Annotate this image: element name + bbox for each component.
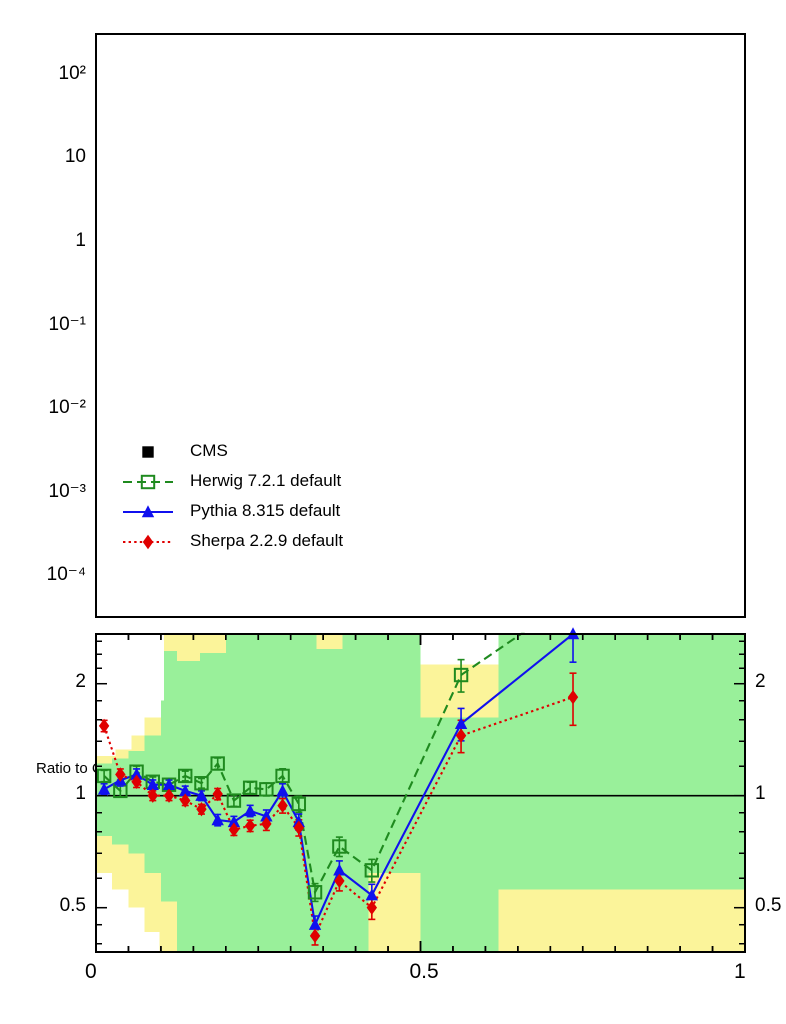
ratio-data-point	[567, 689, 579, 705]
ratio-band-gap	[128, 907, 145, 952]
legend-marker-0	[142, 446, 154, 458]
ratio-data-point	[163, 788, 175, 803]
ratio-y-tick-label-right: 0.5	[755, 894, 782, 916]
ratio-band-inner	[144, 735, 161, 873]
ratio-data-point	[309, 928, 321, 944]
ratio-band-inner	[199, 652, 226, 952]
ratio-data-point	[277, 798, 288, 813]
legend-label-0: CMS	[190, 441, 228, 460]
ratio-data-point	[146, 778, 159, 790]
ratio-data-point	[365, 888, 379, 901]
ratio-y-tick-label-right: 2	[755, 670, 766, 692]
ratio-band-gap	[128, 634, 145, 729]
legend-marker-3	[142, 534, 154, 550]
ratio-band-outer	[316, 634, 343, 649]
ratio-data-point	[162, 778, 176, 790]
ratio-data-point	[97, 782, 111, 795]
x-tick-label: 0	[85, 960, 97, 983]
ratio-data-point	[453, 667, 469, 683]
ratio-data-point	[259, 782, 274, 797]
ratio-data-point	[308, 917, 322, 930]
ratio-data-point	[227, 815, 241, 828]
ratio-band-inner	[316, 648, 343, 952]
ratio-data-point	[242, 780, 258, 795]
main-y-tick-label: 10²	[58, 63, 86, 85]
ratio-band-outer	[199, 634, 226, 653]
ratio-data-point	[243, 804, 257, 817]
ratio-band-inner	[160, 650, 178, 902]
ratio-band-gap	[96, 634, 113, 754]
ratio-data-point	[211, 813, 224, 826]
x-tick-label: 1	[734, 960, 746, 983]
ratio-data-point	[333, 863, 346, 876]
ratio-y-tick-label-left: 1	[75, 782, 86, 804]
ratio-data-point	[275, 768, 290, 784]
ratio-band-inner	[498, 634, 745, 890]
main-y-tick-label: 10	[64, 146, 86, 168]
ratio-data-point	[244, 818, 256, 833]
ratio-data-point	[179, 784, 192, 797]
ratio-data-point	[96, 768, 112, 784]
ratio-data-point	[196, 801, 207, 817]
ratio-band-inner	[177, 661, 200, 952]
ratio-data-point	[276, 784, 289, 797]
ratio-data-point	[261, 816, 272, 832]
ratio-data-point	[180, 793, 191, 808]
main-y-tick-label: 10⁻¹	[48, 313, 87, 335]
ratio-data-point	[332, 839, 347, 854]
legend-marker-2	[141, 505, 155, 518]
ratio-data-point	[291, 796, 307, 812]
ratio-data-point	[366, 900, 378, 915]
ratio-data-point	[364, 863, 380, 878]
ratio-data-point	[228, 822, 240, 837]
ratio-data-point	[147, 788, 158, 803]
legend-marker-1	[140, 474, 156, 490]
ratio-data-point	[454, 717, 468, 730]
main-y-tick-label: 10⁻³	[48, 480, 87, 502]
ratio-data-point	[130, 767, 143, 780]
ratio-band-inner	[420, 717, 499, 952]
ratio-data-point	[210, 756, 225, 771]
ratio-data-point	[293, 820, 305, 835]
ratio-y-tick-label-left: 2	[75, 670, 86, 692]
legend-label-2: Pythia 8.315 default	[190, 501, 341, 520]
main-y-tick-label: 10⁻⁴	[46, 563, 86, 585]
ratio-band-outer	[177, 634, 200, 662]
x-tick-label: 0.5	[409, 960, 439, 983]
main-y-tick-label: 1	[75, 229, 86, 251]
ratio-y-tick-label-left: 0.5	[59, 894, 86, 916]
ratio-band-inner	[225, 634, 317, 952]
ratio-band-outer	[420, 664, 460, 718]
ratio-data-point	[334, 873, 345, 889]
main-panel-frame	[94, 32, 747, 619]
legend-label-3: Sherpa 2.2.9 default	[190, 531, 344, 550]
ratio-data-point	[455, 728, 467, 743]
ratio-data-point	[195, 788, 208, 801]
ratio-band-outer	[589, 889, 745, 952]
ratio-clip-bottom	[0, 953, 786, 1024]
ratio-clip-top	[0, 0, 786, 633]
ratio-data-point	[98, 718, 110, 734]
ratio-y-tick-label-right: 1	[755, 782, 766, 804]
legend-label-1: Herwig 7.2.1 default	[190, 471, 342, 490]
ratio-band-gap	[96, 872, 113, 952]
ratio-data-point	[212, 786, 223, 802]
ratio-band-inner	[368, 634, 421, 873]
ratio-data-point	[260, 809, 273, 822]
ratio-band-inner	[342, 634, 369, 952]
ratio-band-outer	[391, 872, 421, 952]
ratio-data-point	[131, 774, 142, 789]
ratio-band-outer	[498, 889, 590, 952]
ratio-data-point	[115, 767, 126, 782]
ratio-data-point	[178, 768, 193, 784]
ratio-band-gap	[112, 634, 129, 744]
main-y-tick-label: 10⁻²	[48, 397, 87, 419]
ratio-band-gap	[144, 634, 165, 701]
ratio-band-gap	[144, 932, 160, 952]
ratio-band-gap	[112, 889, 129, 952]
ratio-data-point	[307, 885, 323, 900]
ratio-data-point	[226, 793, 242, 808]
